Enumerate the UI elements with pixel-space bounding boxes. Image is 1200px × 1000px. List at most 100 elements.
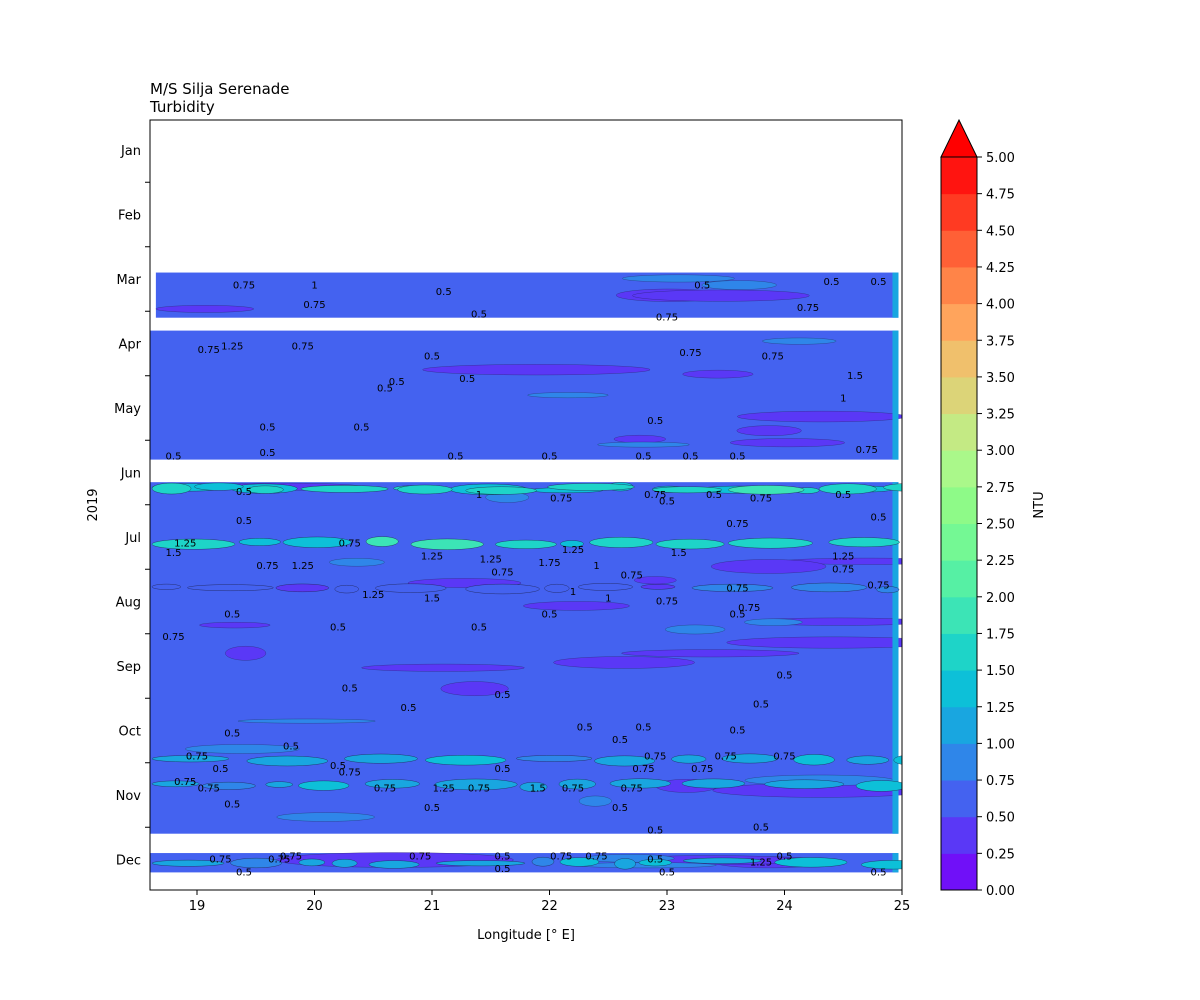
streak-segment	[818, 483, 877, 495]
streak	[151, 582, 900, 595]
low-ntu-patch	[199, 622, 271, 629]
streak-segment	[594, 755, 656, 767]
contour-label: 0.5	[224, 729, 240, 740]
contour-label: 0.75	[198, 784, 220, 795]
contour-label: 0.75	[867, 580, 889, 591]
streak-segment	[194, 482, 244, 491]
contour-label: 0.5	[448, 451, 464, 462]
low-ntu-patch	[613, 434, 666, 444]
streak-segment	[495, 539, 557, 549]
colorbar-extend-arrow	[940, 118, 978, 158]
streak-segment	[374, 583, 447, 593]
contour-label: 1.25	[480, 555, 502, 566]
contour-label: 0.75	[491, 567, 513, 578]
contour-label: 0.5	[330, 622, 346, 633]
contour-label: 0.75	[738, 603, 760, 614]
band-fill	[150, 330, 899, 460]
contour-label: 1.25	[750, 858, 772, 869]
contour-label: 0.75	[339, 767, 361, 778]
contour-label: 0.75	[550, 493, 572, 504]
data-band	[155, 272, 899, 318]
low-ntu-patch	[361, 663, 525, 672]
contour-label: 0.5	[401, 703, 417, 714]
streak-segment	[334, 584, 359, 594]
contour-label: 0.75	[656, 597, 678, 608]
colorbar-tick-label: 4.00	[986, 298, 1015, 313]
colorbar-segment	[941, 816, 977, 854]
contour-labels: 0.75 10.750.50.50.5 0.5 0.50.750.751.250.75…	[162, 277, 889, 878]
streak-segment	[425, 754, 507, 766]
data-band	[150, 330, 902, 460]
streak-segment	[764, 779, 845, 789]
x-tick-label: 25	[894, 899, 911, 914]
contour-label: 0.5	[389, 377, 405, 388]
contour-label: 1.25	[433, 784, 455, 795]
contour-label: 0.75	[750, 493, 772, 504]
colorbar-segment	[941, 193, 977, 231]
streak-segment	[151, 780, 200, 788]
colorbar-segment	[941, 743, 977, 781]
contour-label: 0.75	[268, 855, 290, 866]
streak-segment	[434, 778, 518, 791]
x-tick-label: 24	[776, 899, 793, 914]
streak	[151, 482, 902, 495]
low-ntu-patch	[155, 305, 254, 313]
contour-label: 0.5	[236, 516, 252, 527]
contour-label: 0.5	[753, 822, 769, 833]
contour-label: 0.5	[871, 867, 887, 878]
streak-segment	[774, 857, 848, 868]
colorbar-segment	[941, 303, 977, 341]
contour-label: 0.75	[186, 751, 208, 762]
streak-segment	[652, 486, 723, 494]
colorbar-segment	[941, 633, 977, 671]
streak-segment	[246, 485, 284, 494]
contour-label: 0.5	[871, 513, 887, 524]
contour-label: 0.75	[162, 632, 184, 643]
contour-label: 0.5	[694, 280, 710, 291]
contour-label: 0.5	[424, 351, 440, 362]
contour-label: 0.5	[659, 867, 675, 878]
contour-label: 0.75	[644, 751, 666, 762]
streak-segment	[790, 582, 868, 593]
contour-label: 0.75	[468, 784, 490, 795]
contour-label: 0.75	[715, 751, 737, 762]
streak-segment	[151, 538, 236, 550]
contour-label: 0.5	[542, 609, 558, 620]
mid-ntu-patch	[578, 795, 612, 807]
contour-label: 0.75	[292, 342, 314, 353]
colorbar-tick-label: 4.25	[986, 261, 1015, 276]
contour-label: 0.5	[213, 764, 229, 775]
low-ntu-patch	[737, 410, 902, 423]
streak-segment	[435, 860, 526, 867]
contour-label: 0.5	[459, 374, 475, 385]
streak-segment	[883, 483, 902, 492]
streak-segment	[846, 755, 890, 765]
streak-segment	[691, 583, 774, 592]
contour-label: 0.5	[835, 490, 851, 501]
contour-label: 0.5	[354, 422, 370, 433]
streak-segment	[282, 536, 352, 548]
streak-segment	[465, 486, 537, 495]
streak-segment	[519, 781, 548, 792]
contour-label: 0.5	[436, 287, 452, 298]
streak-segment	[151, 859, 225, 867]
colorbar-segment	[941, 560, 977, 598]
streak-segment	[893, 755, 902, 765]
colorbar-tick-label: 2.50	[986, 518, 1015, 533]
streak-segment	[365, 536, 399, 547]
y-axis-label: 2019	[86, 488, 101, 521]
y-tick-label: Jun	[120, 467, 141, 482]
contour-label: 0.5	[647, 825, 663, 836]
contour-label: 0.5	[495, 690, 511, 701]
mid-ntu-patch	[527, 392, 609, 399]
streak-segment	[300, 485, 389, 493]
x-tick-label: 22	[541, 899, 558, 914]
streak-segment	[589, 536, 654, 548]
contour-label: 0.75	[303, 300, 325, 311]
contour-label: 0.75	[409, 851, 431, 862]
contour-label: 1.75	[538, 558, 560, 569]
contour-label: 0.5	[730, 451, 746, 462]
contour-label: 0.75	[644, 490, 666, 501]
contour-label: 0.5	[612, 735, 628, 746]
streak-segment	[201, 781, 256, 790]
